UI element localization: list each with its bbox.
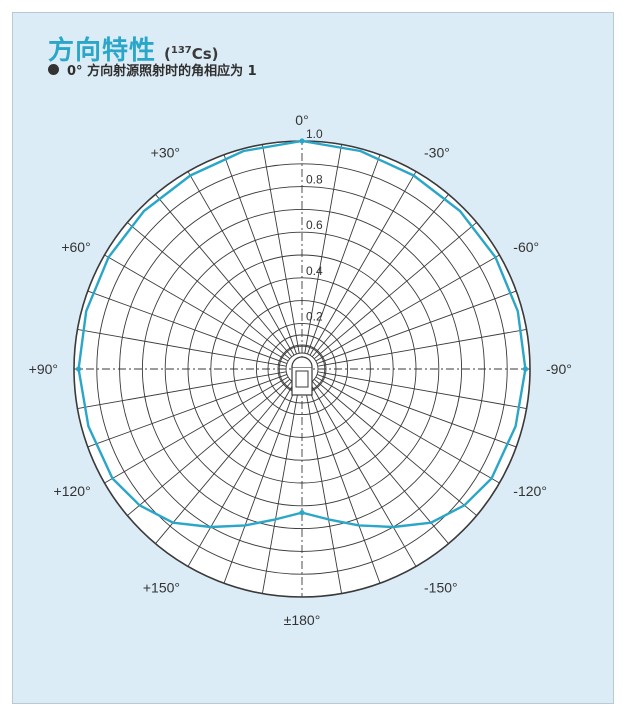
grid-spoke — [87, 374, 288, 448]
grid-spoke — [315, 376, 500, 484]
grid-spoke — [104, 376, 289, 484]
grid-ring — [164, 231, 440, 507]
angle-tick-label: -30° — [424, 145, 450, 161]
angle-tick-label: +120° — [54, 483, 91, 499]
isotope-mass: 137 — [170, 45, 192, 56]
angle-tick-label: -90° — [546, 361, 572, 377]
angle-tick-label: -150° — [424, 579, 458, 595]
detector-cap — [291, 356, 313, 368]
chart-title: 方向特性 — [48, 36, 157, 66]
subtitle-row: 0° 方向射源照射时的角相应为 1 — [48, 60, 257, 79]
grid-spoke — [304, 384, 343, 594]
grid-spoke — [127, 378, 291, 516]
grid-spoke — [311, 380, 449, 544]
title-row: 方向特性 (137Cs) — [48, 30, 219, 67]
grid-spoke — [223, 154, 297, 355]
grid-spoke — [155, 380, 293, 544]
grid-spoke — [127, 222, 291, 360]
radial-tick-label: 1.0 — [306, 127, 323, 141]
angle-tick-label: +150° — [143, 579, 180, 595]
grid-spoke — [261, 144, 300, 354]
grid-spoke — [317, 328, 527, 367]
grid-spoke — [313, 378, 477, 516]
angle-tick-label: +30° — [151, 145, 180, 161]
grid-ring — [96, 163, 508, 575]
grid-spoke — [309, 382, 417, 567]
detector-window — [295, 370, 309, 388]
grid-spoke — [316, 290, 517, 364]
grid-spoke — [304, 144, 343, 354]
angle-tick-label: -120° — [513, 483, 547, 499]
grid-spoke — [223, 383, 297, 584]
angle-tick-label: ±180° — [284, 612, 321, 628]
radial-tick-label: 0.8 — [306, 173, 323, 187]
angle-tick-label: 0° — [295, 112, 308, 128]
grid-spoke — [87, 290, 288, 364]
grid-spoke — [155, 194, 293, 358]
radial-tick-label: 0.2 — [306, 309, 323, 323]
grid-spoke — [311, 194, 449, 358]
bullet-icon — [48, 64, 59, 75]
sensor-detector-icon — [291, 356, 313, 396]
grid-spoke — [309, 171, 417, 356]
grid-spoke — [104, 254, 289, 362]
grid-spoke — [77, 328, 287, 367]
grid-spoke — [77, 371, 287, 410]
angle-tick-label: +90° — [29, 361, 58, 377]
grid-spoke — [187, 382, 295, 567]
grid-spoke — [187, 171, 295, 356]
series-group — [75, 138, 529, 529]
grid-spoke — [317, 371, 527, 410]
source-label: (137Cs) — [164, 45, 219, 63]
grid-spoke — [307, 383, 381, 584]
radial-tick-label: 0.6 — [306, 218, 323, 232]
radial-labels: 0.2 0.4 0.6 0.8 1.0 — [306, 127, 323, 323]
chart-subtitle: 0° 方向射源照射时的角相应为 1 — [67, 64, 257, 79]
isotope-symbol: Cs) — [191, 45, 219, 63]
grid-spoke — [315, 254, 500, 362]
grid-spoke — [313, 222, 477, 360]
data-point — [299, 138, 305, 144]
angle-tick-label: -60° — [513, 239, 539, 255]
angle-tick-label: +60° — [61, 239, 90, 255]
data-point — [75, 366, 82, 372]
grid-spoke — [261, 384, 300, 594]
grid-spoke — [307, 154, 381, 355]
grid-spoke — [316, 374, 517, 448]
angle-labels: 0° -30° -60° -90° -120° -150° ±180° +150° +120° +… — [29, 112, 572, 628]
source-open: ( — [164, 45, 171, 63]
data-point — [522, 366, 529, 372]
grid-ring — [255, 322, 349, 416]
data-point — [299, 510, 305, 516]
grid-ring — [141, 208, 463, 530]
radial-tick-label: 0.4 — [306, 264, 323, 278]
